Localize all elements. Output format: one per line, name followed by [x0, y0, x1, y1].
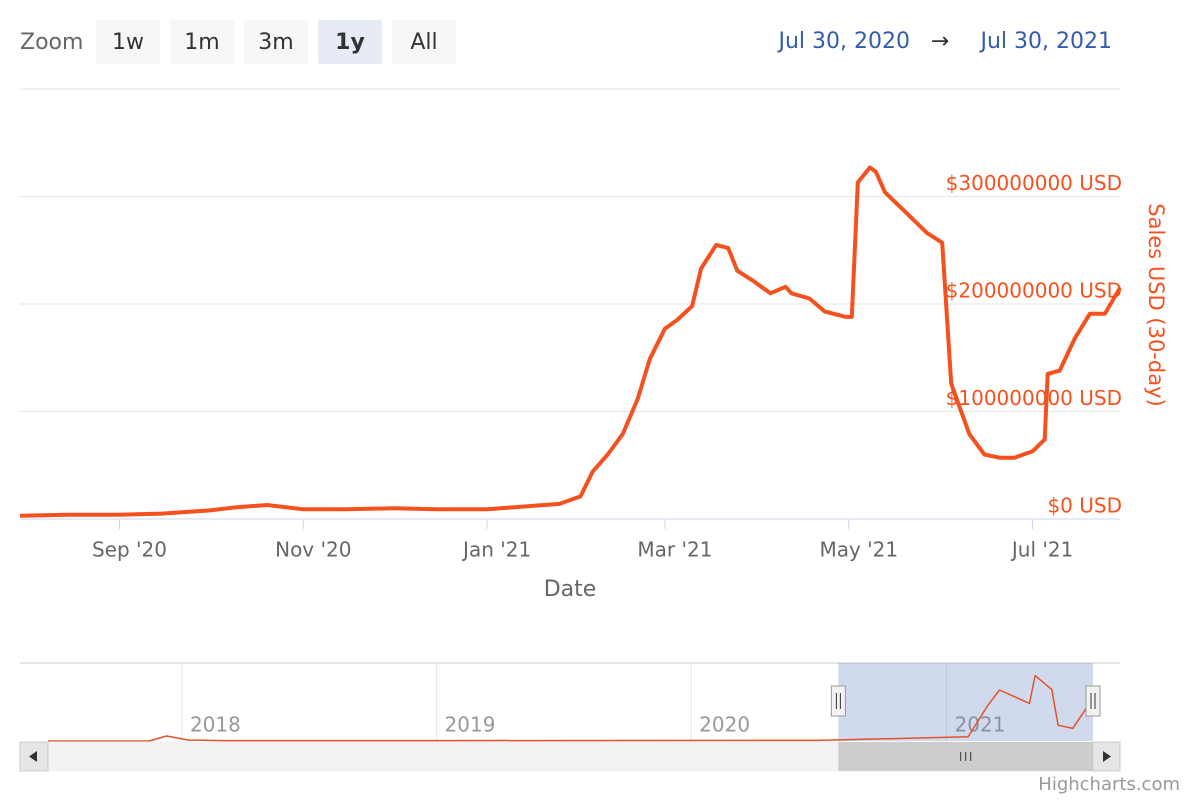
x-axis-title: Date: [544, 577, 597, 602]
y-tick-label: $0 USD: [1047, 494, 1122, 518]
navigator-tick-label: 2021: [955, 713, 1006, 737]
range-from[interactable]: Jul 30, 2020: [776, 29, 910, 54]
x-tick-label: Jan '21: [461, 538, 531, 562]
y-tick-label: $100000000 USD: [946, 386, 1122, 410]
y-tick-label: $300000000 USD: [946, 171, 1122, 195]
range-button-label[interactable]: 1y: [335, 30, 365, 55]
zoom-label: Zoom: [20, 30, 83, 55]
x-tick-label: Nov '20: [275, 538, 351, 562]
range-button[interactable]: [318, 20, 382, 64]
x-tick-label: Mar '21: [637, 538, 712, 562]
series-line: [19, 165, 1122, 518]
y-axis-title: Sales USD (30-day): [1144, 203, 1168, 406]
range-button-label[interactable]: 1w: [112, 30, 144, 55]
navigator-tick-label: 2019: [445, 713, 496, 737]
range-button[interactable]: [96, 20, 160, 64]
scrollbar-right-arrow: [1103, 751, 1111, 762]
range-button-label[interactable]: All: [410, 30, 437, 55]
x-tick-label: Jul '21: [1010, 538, 1073, 562]
range-button-label[interactable]: 1m: [184, 30, 219, 55]
scrollbar-left-arrow: [29, 751, 37, 762]
y-tick-label: $200000000 USD: [946, 279, 1122, 303]
series-line: [48, 674, 1094, 742]
range-button[interactable]: [170, 20, 234, 64]
credits[interactable]: Highcharts.com: [1038, 774, 1180, 795]
range-button[interactable]: [244, 20, 308, 64]
x-tick-label: May '21: [819, 538, 898, 562]
navigator-handle[interactable]: [830, 685, 846, 717]
range-button-label[interactable]: 3m: [258, 30, 293, 55]
navigator-handle[interactable]: [1085, 685, 1101, 717]
range-to[interactable]: Jul 30, 2021: [978, 29, 1112, 54]
x-tick-label: Sep '20: [92, 538, 167, 562]
navigator-tick-label: 2020: [699, 713, 750, 737]
range-button[interactable]: [392, 20, 456, 64]
navigator-tick-label: 2018: [190, 713, 241, 737]
range-separator: →: [931, 29, 949, 54]
navigator-selection[interactable]: [838, 663, 1093, 741]
